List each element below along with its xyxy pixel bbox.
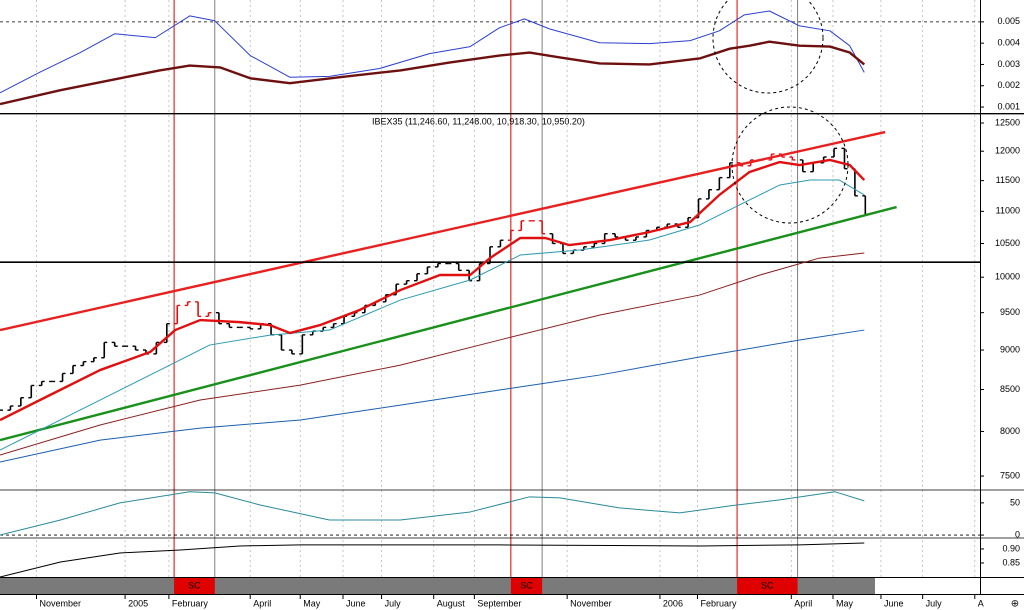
y-tick-label: 12000 (995, 146, 1020, 156)
series-line (0, 130, 886, 332)
zoom-icon[interactable]: ⊕ (1011, 599, 1019, 610)
annotation-circle (731, 106, 849, 224)
x-tick-label: 2005 (128, 598, 148, 608)
x-tick-label: June (884, 598, 904, 608)
y-tick-label: 9000 (1000, 344, 1020, 354)
grid (0, 0, 1024, 578)
series-line (0, 179, 865, 451)
y-tick-label: 9500 (1000, 307, 1020, 317)
series-line (0, 542, 865, 578)
period-label: SC (188, 580, 201, 590)
series-line (0, 491, 865, 536)
y-tick-label: 50 (1010, 497, 1020, 507)
y-tick-label: 0.002 (997, 80, 1020, 90)
annotation-circle (712, 0, 824, 94)
x-tick-label: November (570, 598, 612, 608)
x-tick-label: February (700, 598, 737, 608)
x-tick-label: August (437, 598, 466, 608)
period-band (174, 578, 215, 594)
x-tick-label: June (346, 598, 366, 608)
y-tick-label: 10000 (995, 272, 1020, 282)
series-line (0, 10, 865, 94)
y-tick-label: 0.005 (997, 16, 1020, 26)
period-band (510, 578, 543, 594)
series-line (0, 205, 897, 442)
y-tick-label: 0.001 (997, 101, 1020, 111)
y-tick-label: 10500 (995, 238, 1020, 248)
y-tick-label: 0.85 (1002, 557, 1020, 567)
y-tick-label: 11500 (996, 175, 1020, 185)
x-tick-label: A (978, 598, 984, 608)
x-tick-label: May (303, 598, 321, 608)
series-line (0, 252, 865, 456)
y-tick-label: 11000 (996, 206, 1020, 216)
x-tick-label: April (253, 598, 271, 608)
series-line (0, 40, 866, 106)
period-strip (0, 578, 875, 594)
plot (0, 10, 980, 578)
y-tick-label: 7500 (1000, 470, 1020, 480)
x-tick-label: April (794, 598, 812, 608)
x-tick-label: November (39, 598, 81, 608)
y-tick-label: 12500 (995, 117, 1020, 127)
period-band (737, 578, 798, 594)
y-tick-label: 0.90 (1002, 543, 1020, 553)
y-tick-label: 8500 (1000, 384, 1020, 394)
period-label: SC (761, 580, 774, 590)
series-line (0, 158, 866, 422)
x-tick-label: February (172, 598, 209, 608)
x-tick-label: July (385, 598, 402, 608)
chart-title: IBEX35 (11,246.60, 11,248.00, 10,918.30,… (372, 116, 585, 126)
y-tick-label: 0 (1015, 529, 1020, 539)
x-tick-label: 2006 (663, 598, 683, 608)
y-tick-label: 0.004 (997, 38, 1020, 48)
x-tick-label: July (926, 598, 943, 608)
period-label: SC (520, 580, 533, 590)
y-tick-label: 0.003 (997, 59, 1020, 69)
x-tick-label: September (477, 598, 521, 608)
x-tick-label: May (836, 598, 854, 608)
y-tick-label: 8000 (1000, 426, 1020, 436)
series-line (0, 329, 865, 463)
